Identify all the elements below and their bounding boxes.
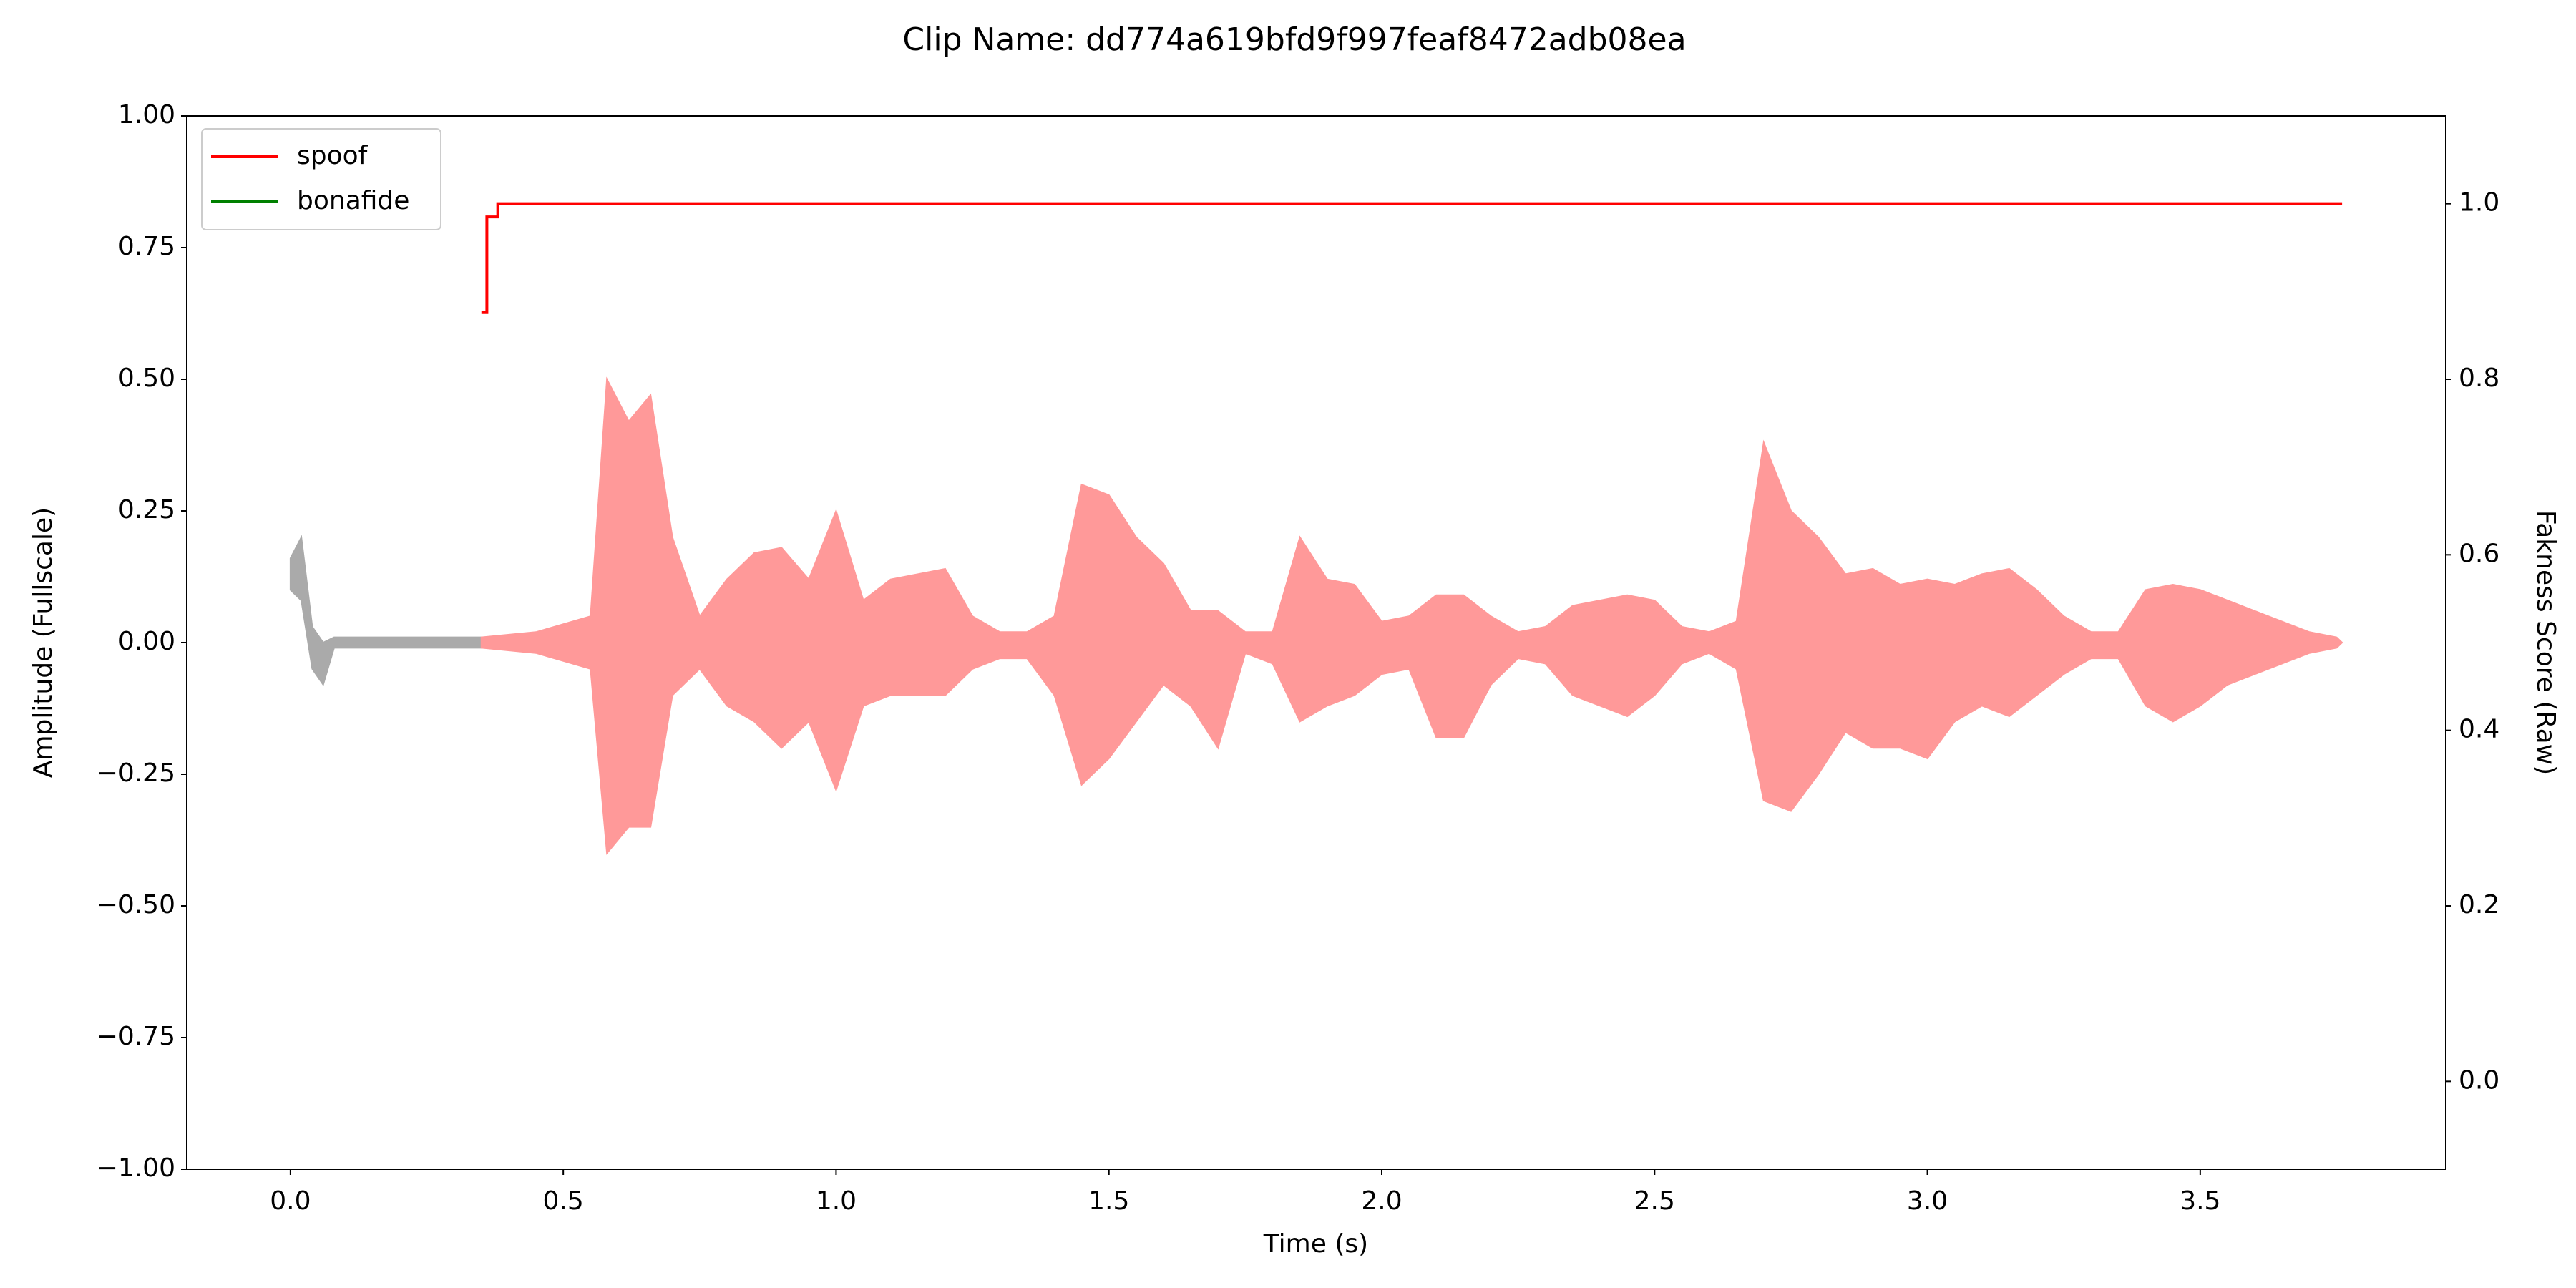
waveform (480, 376, 2343, 855)
y-tick-label: −0.50 (97, 890, 175, 919)
y2-tick-label: 0.8 (2459, 364, 2499, 393)
score-line (481, 202, 2343, 314)
legend-label: spoof (297, 141, 369, 170)
x-tick-label: 1.5 (1088, 1186, 1129, 1216)
y-tick-label: 0.00 (118, 627, 175, 656)
y2-tick-label: 0.4 (2459, 715, 2499, 744)
y2-tick-label: 0.6 (2459, 539, 2499, 568)
legend-box (201, 128, 441, 230)
waveform (289, 535, 482, 687)
y-tick-label: 0.50 (118, 364, 175, 393)
legend-label: bonafide (297, 186, 409, 215)
x-axis-label: Time (s) (1263, 1229, 1368, 1259)
x-tick-label: 0.5 (543, 1186, 584, 1216)
y-tick-label: −0.75 (97, 1022, 175, 1051)
x-tick-label: 3.0 (1907, 1186, 1948, 1216)
y2-tick-label: 0.2 (2459, 890, 2499, 919)
chart-title: Clip Name: dd774a619bfd9f997feaf8472adb0… (902, 21, 1686, 58)
y2-tick-label: 0.0 (2459, 1065, 2499, 1095)
y2-axis-label: Fakness Score (Raw) (2531, 510, 2560, 775)
x-tick-label: 1.0 (816, 1186, 857, 1216)
y2-tick-label: 1.0 (2459, 188, 2499, 218)
y-tick-label: 1.00 (118, 100, 175, 130)
y-tick-label: −1.00 (97, 1153, 175, 1183)
y-tick-label: 0.25 (118, 495, 175, 525)
x-tick-label: 2.0 (1361, 1186, 1402, 1216)
x-tick-label: 2.5 (1634, 1186, 1675, 1216)
x-tick-label: 0.0 (270, 1186, 311, 1216)
y-tick-label: 0.75 (118, 232, 175, 261)
x-tick-label: 3.5 (2180, 1186, 2220, 1216)
y-axis-label: Amplitude (Fullscale) (29, 507, 58, 778)
y-tick-label: −0.25 (97, 758, 175, 788)
